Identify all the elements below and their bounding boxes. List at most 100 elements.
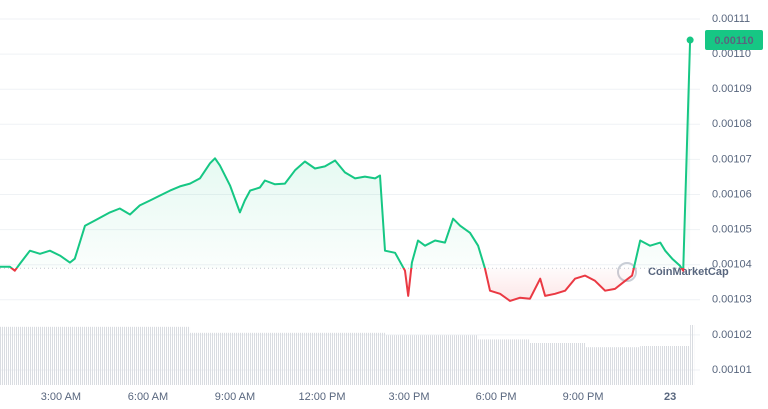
volume-bar xyxy=(530,343,541,385)
y-tick-label: 0.00106 xyxy=(712,188,752,200)
volume-bar xyxy=(500,339,510,385)
volume-bar xyxy=(679,346,684,385)
volume-bar xyxy=(149,326,160,385)
volume-bar xyxy=(469,335,479,385)
volume-bar xyxy=(69,326,75,385)
volume-bar xyxy=(650,346,661,385)
volume-bar xyxy=(169,326,180,385)
volume-bar xyxy=(460,335,470,385)
volume-bar xyxy=(199,332,211,385)
volume-bar xyxy=(509,339,521,385)
x-tick-label: 12:00 PM xyxy=(298,391,345,403)
volume-bar xyxy=(545,343,555,385)
volume-bar xyxy=(418,335,425,385)
watermark: CoinMarketCap xyxy=(648,266,729,278)
y-tick-label: 0.00105 xyxy=(712,224,752,236)
volume-bar xyxy=(605,347,616,385)
volume-bar xyxy=(219,332,231,385)
volume-bar xyxy=(445,335,454,385)
volume-bar xyxy=(264,332,276,385)
volume-bar xyxy=(485,339,490,385)
volume-bar xyxy=(40,326,50,385)
volume-bar xyxy=(210,332,215,385)
volume-bar xyxy=(129,326,140,385)
price-badge-label: 0.00110 xyxy=(714,35,753,47)
volume-bar xyxy=(395,335,405,385)
volume-bar xyxy=(295,332,305,385)
price-area xyxy=(0,40,691,301)
volume-bar xyxy=(408,335,412,385)
volume-bar xyxy=(690,325,695,385)
volume-bar xyxy=(489,339,501,385)
volume-bar xyxy=(94,326,110,385)
volume-bar xyxy=(453,335,461,385)
volume-bar xyxy=(9,326,15,385)
volume-bar xyxy=(259,332,265,385)
volume-bar xyxy=(625,347,633,385)
volume-bar xyxy=(109,326,120,385)
volume-bar xyxy=(632,347,641,385)
volume-bar xyxy=(665,346,673,385)
volume-bar xyxy=(304,332,316,385)
volume-bar xyxy=(275,332,285,385)
volume-bar xyxy=(375,332,381,385)
x-tick-label: 3:00 PM xyxy=(389,391,430,403)
volume-bar xyxy=(190,332,200,385)
volume-bar xyxy=(14,326,21,385)
volume-bar xyxy=(478,339,486,385)
volume-bar xyxy=(29,326,41,385)
x-tick-label: 9:00 AM xyxy=(215,391,255,403)
volume-bar xyxy=(660,346,666,385)
volume-bar xyxy=(615,347,626,385)
y-tick-label: 0.00101 xyxy=(712,364,752,376)
volume-bar xyxy=(380,332,385,385)
volume-bar xyxy=(594,347,606,385)
volume-bar xyxy=(119,326,130,385)
volume-bar xyxy=(324,332,336,385)
volume-bar xyxy=(0,326,10,385)
y-tick-label: 0.00107 xyxy=(712,153,752,165)
price-line xyxy=(0,40,692,302)
x-tick-label: 23 xyxy=(664,391,676,403)
volume-bar xyxy=(159,326,170,385)
volume-bar xyxy=(20,326,30,385)
volume-bar xyxy=(520,339,531,385)
volume-bar xyxy=(49,326,61,385)
y-tick-label: 0.00102 xyxy=(712,329,752,341)
volume-bar xyxy=(284,332,296,385)
x-tick-label: 3:00 AM xyxy=(41,391,81,403)
volume-bar xyxy=(179,326,191,385)
volume-bar xyxy=(574,343,586,385)
volume-bar xyxy=(315,332,325,385)
volume-bar xyxy=(683,346,691,385)
volume-bar xyxy=(424,335,436,385)
price-badge xyxy=(705,30,763,51)
volume-bar xyxy=(565,343,575,385)
volume-bar xyxy=(404,335,409,385)
volume-bar xyxy=(239,332,245,385)
volume-bar xyxy=(244,332,251,385)
volume-bar xyxy=(60,326,70,385)
y-tick-label: 0.00110 xyxy=(712,48,751,60)
volume-bar xyxy=(554,343,566,385)
volume-bar xyxy=(230,332,240,385)
y-tick-label: 0.00111 xyxy=(712,13,750,25)
volume-bar xyxy=(640,346,651,385)
volume-bar xyxy=(74,326,85,385)
volume-bar xyxy=(411,335,419,385)
volume-bar xyxy=(585,347,595,385)
volume-bar xyxy=(364,332,376,385)
volume-bar xyxy=(435,335,446,385)
volume-bar xyxy=(355,332,365,385)
y-tick-label: 0.00103 xyxy=(712,294,752,306)
volume-bar xyxy=(250,332,260,385)
last-point xyxy=(686,36,694,44)
x-tick-label: 6:00 AM xyxy=(128,391,168,403)
volume-bar xyxy=(84,326,95,385)
x-tick-label: 6:00 PM xyxy=(476,391,517,403)
volume-bar xyxy=(540,343,546,385)
volume-bar xyxy=(214,332,220,385)
volume-bar xyxy=(672,346,680,385)
volume-bar xyxy=(384,335,396,385)
